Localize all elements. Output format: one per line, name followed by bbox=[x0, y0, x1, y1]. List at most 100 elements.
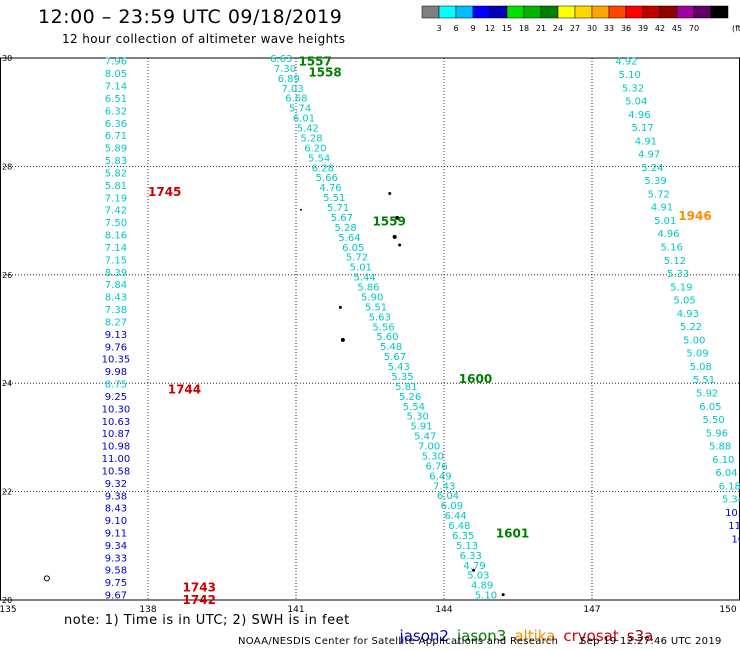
legend-label: 6 bbox=[453, 24, 458, 33]
wave-height-label: 5.88 bbox=[709, 442, 731, 453]
wave-height-label: 7.15 bbox=[105, 255, 127, 266]
wave-height-label: 9.67 bbox=[105, 591, 127, 602]
wave-height-label: 5.00 bbox=[683, 335, 705, 346]
pass-time-label: 1946 bbox=[678, 209, 711, 223]
legend-swatch bbox=[642, 5, 661, 19]
wave-height-label: 6.28 bbox=[312, 163, 334, 174]
wave-height-label: 4.96 bbox=[657, 229, 679, 240]
wave-height-label: 8.39 bbox=[105, 268, 127, 279]
legend-swatch bbox=[625, 5, 644, 19]
legend-label: 24 bbox=[553, 24, 563, 33]
wave-height-label: 5.30 bbox=[407, 412, 429, 423]
wave-height-label: 10.3 bbox=[725, 508, 740, 519]
wave-height-label: 9.11 bbox=[105, 529, 127, 540]
wave-height-label: 5.05 bbox=[673, 296, 695, 307]
wave-height-label: 8.43 bbox=[105, 504, 127, 515]
wave-height-label: 6.20 bbox=[304, 143, 326, 154]
y-tick-label: 24 bbox=[2, 379, 12, 388]
wave-height-label: 6.48 bbox=[448, 521, 470, 532]
wave-height-label: 5.82 bbox=[105, 168, 127, 179]
wave-height-label: 5.86 bbox=[357, 283, 379, 294]
wave-height-label: 4.89 bbox=[471, 581, 493, 592]
wave-height-label: 4.97 bbox=[638, 150, 660, 161]
wave-height-label: 5.60 bbox=[376, 332, 398, 343]
wave-height-label: 6.09 bbox=[441, 501, 463, 512]
wave-height-label: 10.98 bbox=[102, 442, 131, 453]
wave-height-label: 7.84 bbox=[105, 280, 127, 291]
wave-height-label: 5.81 bbox=[395, 382, 417, 393]
wave-height-label: 9.10 bbox=[105, 516, 127, 527]
wave-height-label: 6.71 bbox=[105, 131, 127, 142]
wave-height-label: 5.35 bbox=[391, 372, 413, 383]
satellite-jason2: jason2 bbox=[399, 627, 449, 645]
wave-height-label: 7.19 bbox=[105, 193, 127, 204]
pass-time-label: 1743 bbox=[183, 580, 216, 594]
y-tick-label: 26 bbox=[2, 271, 12, 280]
wave-height-label: 5.56 bbox=[372, 322, 394, 333]
wave-height-label: 5.51 bbox=[323, 193, 345, 204]
legend-swatch bbox=[591, 5, 610, 19]
wave-height-label: 5.54 bbox=[308, 153, 330, 164]
wave-height-label: 5.16 bbox=[661, 243, 683, 254]
wave-height-label: 5.09 bbox=[686, 349, 708, 360]
wave-height-label: 5.17 bbox=[632, 123, 654, 134]
footer-timestamp: Sep 19 12:27:46 UTC 2019 bbox=[580, 636, 722, 647]
footer-credit: NOAA/NESDIS Center for Satellite Applica… bbox=[238, 636, 559, 647]
time-labels: 1557155817451559194616001744191601174317… bbox=[148, 55, 712, 607]
wave-height-label: 7.14 bbox=[105, 82, 127, 93]
wave-height-label: 10.63 bbox=[102, 417, 131, 428]
island bbox=[501, 593, 505, 597]
pass-time-label: 1600 bbox=[459, 372, 492, 386]
wave-height-label: 5.03 bbox=[467, 571, 489, 582]
island bbox=[472, 568, 476, 572]
wave-height-label: 9.75 bbox=[105, 578, 127, 589]
legend-label: 21 bbox=[536, 24, 546, 33]
island bbox=[395, 215, 400, 220]
wave-height-label: 4.76 bbox=[319, 183, 341, 194]
wave-height-label: 8.05 bbox=[105, 69, 127, 80]
legend-swatch bbox=[523, 5, 542, 19]
wave-height-label: 4.91 bbox=[635, 136, 657, 147]
legend-label: 39 bbox=[638, 24, 648, 33]
wave-height-label: 5.28 bbox=[300, 133, 322, 144]
wave-height-label: 5.48 bbox=[380, 342, 402, 353]
satellite-legend: jason2 jason3 altika cryosat s3a bbox=[390, 609, 661, 645]
wave-height-label: 4.96 bbox=[628, 110, 650, 121]
wave-height-label: 6.01 bbox=[293, 114, 315, 125]
wave-height-label: 5.33 bbox=[667, 269, 689, 280]
legend-swatch bbox=[472, 5, 491, 19]
wave-height-label: 5.39 bbox=[644, 176, 666, 187]
wave-height-label: 5.08 bbox=[690, 362, 712, 373]
wave-height-label: 5.64 bbox=[338, 233, 360, 244]
legend-swatch bbox=[574, 5, 593, 19]
pass-time-label: 1745 bbox=[148, 185, 181, 199]
x-tick-label: 144 bbox=[435, 605, 452, 615]
wave-height-label: 9.38 bbox=[105, 491, 127, 502]
legend-swatch bbox=[489, 5, 508, 19]
land-islands bbox=[43, 192, 505, 597]
pass-time-label: 1742 bbox=[183, 593, 216, 607]
wave-height-label: 6.04 bbox=[437, 491, 459, 502]
legend-swatch bbox=[506, 5, 525, 19]
wave-height-label: 9.76 bbox=[105, 342, 127, 353]
wave-height-label: 6.05 bbox=[342, 243, 364, 254]
wave-height-label: 5.28 bbox=[335, 223, 357, 234]
wave-height-label: 5.22 bbox=[680, 322, 702, 333]
wave-height-label: 5.26 bbox=[399, 392, 421, 403]
legend-swatch bbox=[438, 5, 457, 19]
wave-height-label: 5.34 bbox=[722, 495, 740, 506]
wave-height-label: 7.42 bbox=[105, 206, 127, 217]
wave-height-label: 9.34 bbox=[105, 541, 127, 552]
wave-height-label: 6.32 bbox=[105, 106, 127, 117]
legend-swatch bbox=[693, 5, 712, 19]
wave-height-label: 7.96 bbox=[105, 57, 127, 68]
legend-label: 70 bbox=[689, 24, 699, 33]
wave-height-label: 5.89 bbox=[105, 144, 127, 155]
wave-height-label: 8.43 bbox=[105, 293, 127, 304]
wave-height-label: 6.05 bbox=[699, 402, 721, 413]
pass-time-label: 1558 bbox=[308, 66, 341, 80]
wave-height-label: 5.24 bbox=[641, 163, 663, 174]
wave-height-label: 10.30 bbox=[102, 404, 131, 415]
island bbox=[398, 243, 402, 247]
legend-label: 9 bbox=[470, 24, 475, 33]
